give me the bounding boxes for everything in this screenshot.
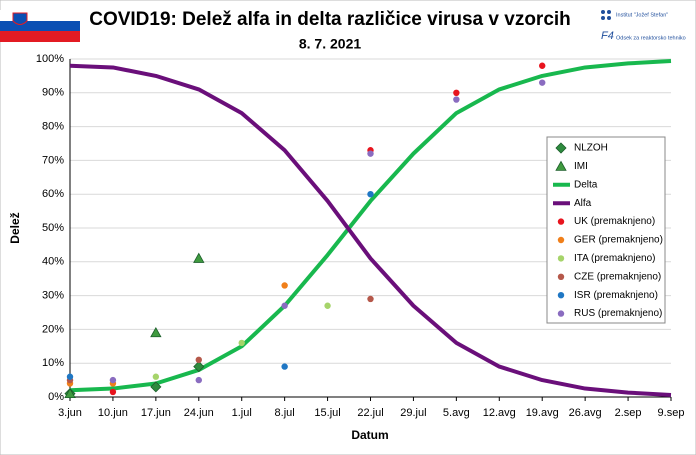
x-tick-label: 2.sep (615, 407, 642, 419)
y-tick-label: 80% (42, 121, 64, 133)
institute-label: Institut "Jožef Stefan" (616, 12, 668, 18)
series (66, 191, 374, 380)
x-tick-label: 1.jul (232, 407, 252, 419)
point (557, 273, 565, 280)
point (66, 373, 74, 380)
y-tick-label: 30% (42, 290, 64, 302)
line (69, 63, 672, 397)
legend-label: ITA (premaknjeno) (574, 253, 656, 264)
chart-subtitle: 8. 7. 2021 (299, 36, 361, 52)
legend-label: CZE (premaknjeno) (574, 271, 661, 282)
series (69, 59, 672, 393)
legend-label: IMI (574, 161, 588, 172)
diamond-marker (193, 361, 205, 373)
point (281, 302, 288, 309)
series (64, 252, 205, 399)
legend-label: Alfa (574, 198, 592, 209)
x-tick-label: 19.avg (526, 407, 559, 419)
legend-label: NLZOH (574, 143, 608, 154)
x-tick-label: 3.jun (58, 407, 82, 419)
series (152, 302, 331, 380)
x-tick-label: 10.jun (98, 407, 128, 419)
diamond-marker (150, 381, 162, 393)
x-tick-label: 17.jun (141, 407, 171, 419)
point (367, 150, 374, 157)
legend-label: ISR (premaknjeno) (574, 290, 658, 301)
point (557, 236, 565, 244)
legend-box (546, 136, 666, 324)
point (539, 62, 546, 69)
line (69, 59, 672, 393)
triangle-marker (150, 326, 162, 338)
y-tick-label: 100% (36, 53, 64, 65)
legend-label: GER (premaknjeno) (574, 235, 663, 246)
x-tick-label: 12.avg (483, 407, 516, 419)
x-tick-label: 22.jul (357, 407, 383, 419)
point (557, 292, 565, 299)
x-tick-label: 15.jul (314, 407, 340, 419)
y-tick-label: 50% (42, 222, 64, 234)
flag (0, 10, 80, 42)
svg-text:F4: F4 (601, 30, 614, 42)
legend-label: Delta (574, 179, 598, 190)
point (557, 255, 565, 262)
x-axis-title: Datum (351, 428, 388, 442)
legend-label: UK (premaknjeno) (574, 216, 655, 227)
point (281, 363, 288, 370)
chart-title: COVID19: Delež alfa in delta različice v… (89, 9, 571, 30)
triangle-marker (193, 252, 205, 263)
x-tick-label: 26.avg (569, 407, 602, 419)
legend: NLZOH IMI Delta Alfa UK (premaknjeno) GER (pr… (546, 136, 666, 324)
y-tick-label: 90% (42, 87, 64, 99)
series (69, 63, 672, 397)
point (195, 376, 202, 384)
y-tick-label: 40% (42, 256, 64, 268)
x-tick-label: 5.avg (443, 407, 470, 419)
legend-label: RUS (premaknjeno) (574, 308, 662, 319)
y-tick-label: 70% (42, 154, 64, 166)
logo: F4 (601, 10, 614, 42)
y-tick-label: 60% (42, 188, 64, 200)
point (367, 191, 374, 198)
point (557, 218, 565, 225)
x-tick-label: 9.sep (658, 407, 685, 419)
x-tick-label: 24.jun (184, 407, 214, 419)
series (109, 79, 546, 384)
triangle-marker (64, 387, 76, 399)
point (453, 89, 460, 97)
point (324, 302, 331, 309)
triangle-marker (555, 160, 567, 171)
point (195, 356, 202, 364)
point (109, 376, 117, 384)
department-label: Odsek za reaktorsko tehniko (616, 35, 686, 41)
x-tick-label: 29.jul (400, 407, 426, 419)
point (238, 339, 245, 347)
series (109, 62, 546, 396)
point (453, 96, 460, 103)
point (557, 310, 565, 317)
y-tick-label: 0% (48, 391, 64, 403)
y-tick-label: 20% (42, 323, 64, 335)
point (109, 388, 117, 396)
y-axis-title: Delež (8, 212, 22, 243)
x-tick-label: 8.jul (275, 407, 295, 419)
y-tick-label: 10% (42, 357, 64, 369)
point (367, 295, 374, 303)
diamond-marker (555, 142, 567, 154)
point (152, 373, 160, 380)
point (281, 282, 288, 289)
point (539, 79, 546, 86)
